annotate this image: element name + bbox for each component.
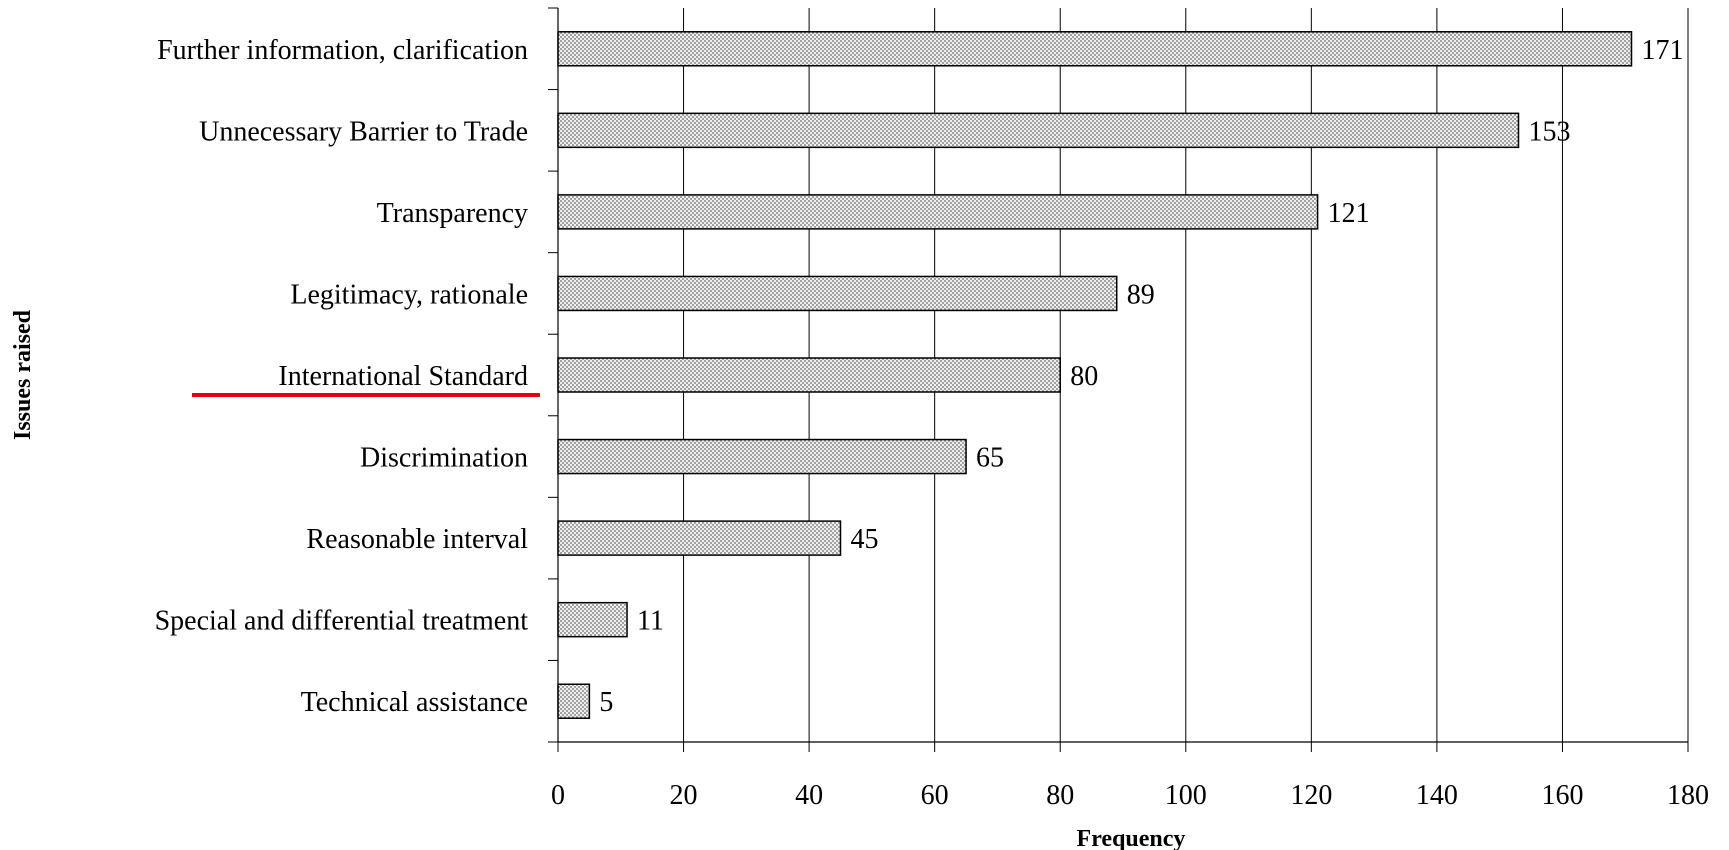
category-label: Reasonable interval: [306, 524, 528, 555]
data-label: 5: [599, 687, 613, 718]
x-tick-label: 140: [1416, 780, 1458, 811]
bar: [557, 438, 967, 475]
category-label: Further information, clarification: [157, 35, 528, 66]
x-tick-label: 160: [1541, 780, 1583, 811]
bar: [557, 683, 591, 719]
category-label: Discrimination: [360, 443, 528, 474]
category-label: Transparency: [377, 198, 528, 229]
data-label: 65: [976, 443, 1004, 474]
category-label: Special and differential treatment: [155, 606, 529, 637]
bar: [557, 31, 1633, 67]
x-tick-label: 0: [551, 780, 565, 811]
x-tick-label: 20: [670, 780, 698, 811]
data-label: 153: [1529, 116, 1571, 147]
category-label: Technical assistance: [301, 687, 528, 718]
x-tick-label: 40: [795, 780, 823, 811]
category-label: Legitimacy, rationale: [290, 279, 528, 310]
data-label: 89: [1127, 279, 1155, 310]
x-tick-labels: 0 20 40 60 80 100 120 140 160 180: [551, 780, 1709, 811]
data-label: 11: [637, 606, 664, 637]
x-tick-label: 180: [1667, 780, 1709, 811]
bars: [557, 31, 1633, 719]
bar: [557, 520, 842, 556]
x-tick-label: 60: [921, 780, 949, 811]
bar: [557, 357, 1061, 393]
bar: [557, 601, 628, 638]
data-label: 45: [851, 524, 879, 555]
x-axis-title: Frequency: [1077, 826, 1186, 850]
bar: [557, 112, 1520, 149]
bar: [557, 194, 1319, 230]
data-label: 80: [1070, 361, 1098, 392]
x-tick-label: 80: [1046, 780, 1074, 811]
x-tick-label: 120: [1290, 780, 1332, 811]
category-label: Unnecessary Barrier to Trade: [199, 116, 528, 147]
category-labels: Further information, clarification Unnece…: [155, 35, 529, 718]
data-label: 171: [1642, 35, 1684, 66]
x-tick-label: 100: [1165, 780, 1207, 811]
y-axis-title: Issues raised: [10, 309, 36, 440]
axes: [548, 7, 1689, 752]
data-labels: 171 153 121 89 80 65 45 11 5: [599, 35, 1683, 718]
data-label: 121: [1328, 198, 1370, 229]
bar: [557, 275, 1118, 312]
category-label: International Standard: [278, 361, 528, 392]
